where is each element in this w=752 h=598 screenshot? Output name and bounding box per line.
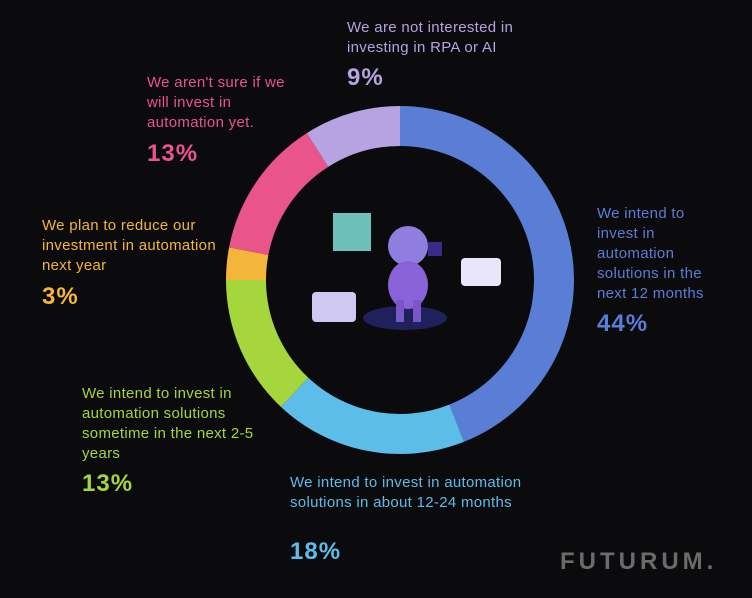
donut-segment (280, 377, 465, 455)
segment-label: We intend to invest in automation soluti… (597, 205, 704, 302)
value-label: 13% (147, 140, 199, 167)
segment-label: We plan to reduce our investment in auto… (42, 217, 216, 274)
value-label: 44% (597, 310, 649, 337)
donut-segment (306, 106, 400, 167)
donut-segment (226, 247, 269, 280)
robot-illustration (312, 213, 501, 330)
value-label: 9% (347, 64, 384, 91)
brand-logo: FUTURUM. (560, 548, 718, 575)
value-label: 18% (290, 538, 342, 565)
segment-label: We are not interested in investing in RP… (347, 19, 514, 56)
segment-label: We intend to invest in automation soluti… (290, 474, 522, 511)
segment-label: We intend to invest in automation soluti… (82, 385, 254, 462)
donut-segment (229, 133, 329, 255)
segment-label: We aren't sure if we will invest in auto… (147, 74, 285, 131)
value-label: 13% (82, 470, 134, 497)
value-label: 3% (42, 283, 79, 310)
donut-segment (400, 106, 574, 442)
donut-segment (226, 280, 309, 407)
